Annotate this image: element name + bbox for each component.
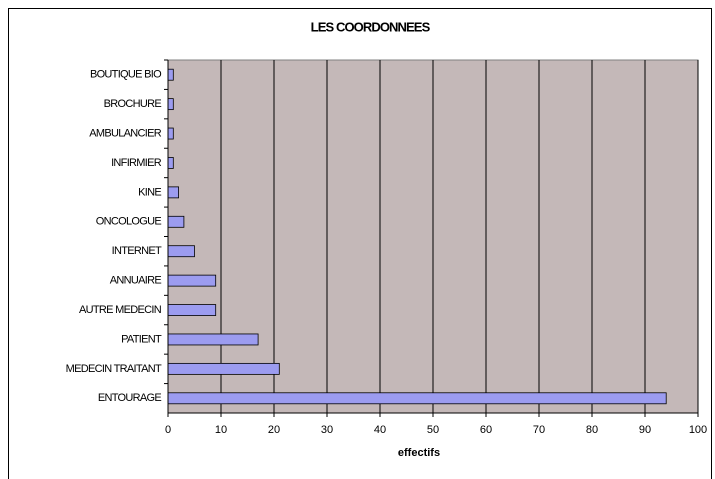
bar xyxy=(167,333,259,346)
x-tick-label: 100 xyxy=(689,424,707,436)
x-tick-label: 40 xyxy=(374,424,386,436)
bar xyxy=(167,127,174,140)
bar xyxy=(167,304,217,316)
bar xyxy=(167,392,667,405)
x-tick-label: 50 xyxy=(427,424,439,436)
y-tick-label: INTERNET xyxy=(112,245,162,257)
x-tick-label: 90 xyxy=(639,424,651,436)
bar xyxy=(167,157,174,169)
bar xyxy=(167,274,217,287)
y-tick-label: ONCOLOGUE xyxy=(96,216,162,228)
y-tick-label: ENTOURAGE xyxy=(98,392,162,404)
bar xyxy=(167,98,174,111)
y-tick-label: INFIRMIER xyxy=(111,157,162,169)
y-tick-label: AMBULANCIER xyxy=(89,127,162,139)
bar xyxy=(167,215,185,228)
x-tick-label: 0 xyxy=(165,424,171,436)
x-axis-title: effectifs xyxy=(398,447,440,459)
x-tick-label: 20 xyxy=(268,424,280,436)
bar xyxy=(167,245,195,258)
x-tick-label: 80 xyxy=(586,424,598,436)
x-tick-label: 10 xyxy=(215,424,227,436)
y-tick-label: BOUTIQUE BIO xyxy=(90,69,162,81)
bar xyxy=(167,68,174,81)
bar xyxy=(167,362,280,375)
chart-title: LES COORDONNEES xyxy=(311,19,431,34)
y-tick-label: ANNUAIRE xyxy=(110,275,162,287)
x-tick-label: 60 xyxy=(480,424,492,436)
x-tick-label: 30 xyxy=(321,424,333,436)
y-tick-label: MEDECIN TRAITANT xyxy=(66,363,162,375)
y-tick-label: PATIENT xyxy=(121,333,162,345)
x-tick-label: 70 xyxy=(533,424,545,436)
y-tick-label: KINE xyxy=(138,186,161,198)
bar xyxy=(167,186,179,199)
y-tick-label: BROCHURE xyxy=(104,98,162,110)
y-tick-label: AUTRE MEDECIN xyxy=(79,304,162,316)
chart-frame xyxy=(8,8,712,479)
